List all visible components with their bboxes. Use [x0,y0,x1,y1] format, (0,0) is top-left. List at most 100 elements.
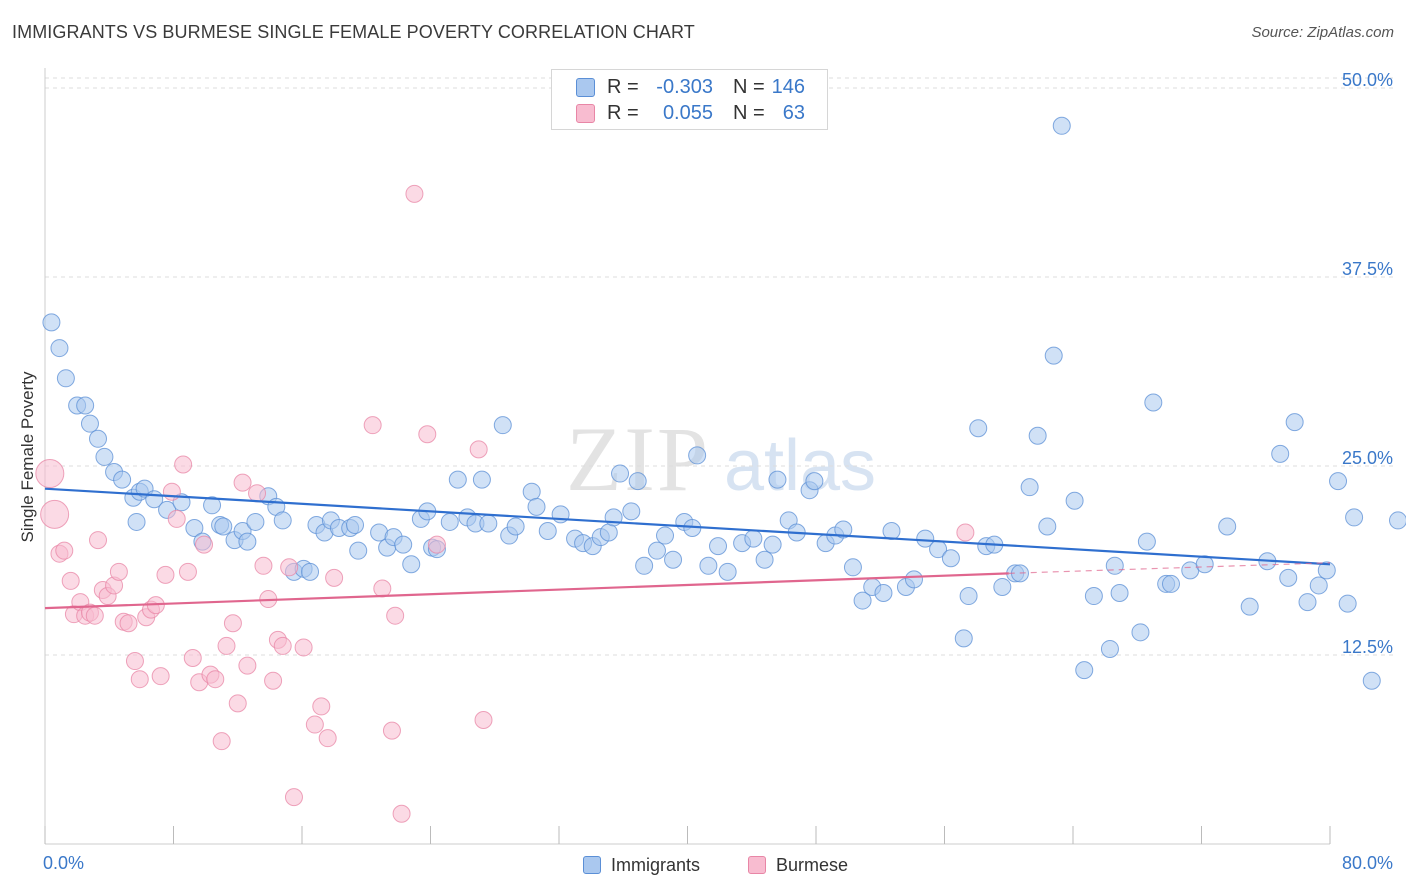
immigrants-point [95,447,114,466]
legend-item-burmese[interactable]: Burmese [748,852,848,878]
immigrants-point [941,549,960,568]
immigrants-point [622,502,641,521]
burmese-point [119,614,138,633]
burmese-point [264,671,283,690]
immigrants-point [843,558,862,577]
burmese-point [109,562,128,581]
watermark: ZIP atlas [566,408,876,510]
burmese-point [167,509,186,528]
burmese-point [125,652,144,671]
burmese-point [183,649,202,668]
burmese-point [217,636,236,655]
trend-lines [44,487,1331,610]
watermark-zip: ZIP [566,408,710,510]
burmese-point [35,459,65,489]
burmese-point [223,614,242,633]
immigrants-point [699,556,718,575]
x-tick-label: 80.0% [1342,853,1393,873]
immigrants-point [1195,555,1214,574]
immigrants-swatch [583,856,601,874]
immigrants-point [611,464,630,483]
immigrants-point [1298,593,1317,612]
immigrants-point [493,416,512,435]
immigrants-point [1345,508,1364,527]
n-label: N = [733,101,765,124]
immigrants-point [805,472,824,491]
burmese-point [174,455,193,474]
burmese-point [305,715,324,734]
immigrants-point [1309,576,1328,595]
immigrants-point [185,518,204,537]
immigrants-point [402,555,421,574]
legend-item-immigrants[interactable]: Immigrants [583,852,700,878]
immigrants-point [1279,568,1298,587]
immigrants-point [744,529,763,548]
immigrants-point [1389,511,1406,530]
burmese-point [325,568,344,587]
burmese-point [85,606,104,625]
r-label: R = [607,101,639,124]
immigrants-point [954,629,973,648]
immigrants-point [203,496,222,515]
immigrants-point [969,419,988,438]
immigrants-point [1038,517,1057,536]
burmese-point [427,535,446,554]
immigrants-point [1044,346,1063,365]
y-axis-label: Single Female Poverty [18,371,37,543]
burmese-point [254,556,273,575]
burmese-point [392,804,411,823]
immigrants-point [479,514,498,533]
immigrants-point [1065,491,1084,510]
r-label: R = [607,75,639,98]
immigrants-point [1144,393,1163,412]
burmese-point [405,184,424,203]
chart-title: IMMIGRANTS VS BURMESE SINGLE FEMALE POVE… [12,22,695,42]
burmese-point [956,523,975,542]
immigrants-point [238,532,257,551]
immigrants-point [1075,661,1094,680]
burmese-point [280,558,299,577]
immigrants-point [506,517,525,536]
immigrants-point [76,396,95,415]
immigrants-point [1028,426,1047,445]
immigrants-point [656,526,675,545]
immigrants-point [768,470,787,489]
immigrants-point [1131,623,1150,642]
immigrants-point [904,570,923,589]
r-value: 0.055 [662,101,713,124]
n-value: 146 [771,75,805,98]
immigrants-point [56,369,75,388]
burmese-point [178,562,197,581]
immigrants-point [349,541,368,560]
burmese-point [469,440,488,459]
immigrants-point [1317,561,1336,580]
immigrants-point [127,512,146,531]
burmese-swatch [576,103,595,123]
burmese-point [55,541,74,560]
burmese-point [233,473,252,492]
burmese-point [294,638,313,657]
immigrants-point [394,535,413,554]
stats-row-immigrants: R = -0.303 N = 146 [576,75,805,99]
burmese-swatch [748,856,766,874]
burmese-point [238,656,257,675]
burmese-point [212,732,231,751]
immigrants-point [709,537,728,556]
immigrants-point [273,511,292,530]
series-legend: Immigrants Burmese [0,852,1406,878]
burmese-point [228,694,247,713]
immigrants-point [635,556,654,575]
immigrants-point [80,414,99,433]
immigrants-point [853,591,872,610]
immigrants-point [440,512,459,531]
immigrants-point [346,515,365,534]
immigrants-point [50,339,69,358]
immigrants-trend-line [44,487,1331,566]
immigrants-point [647,541,666,560]
series-burmese-points [35,184,975,823]
immigrants-point [1285,413,1304,432]
immigrants-point [755,550,774,569]
source-credit: Source: ZipAtlas.com [1251,24,1394,41]
burmese-point [363,416,382,435]
burmese-point [248,484,267,503]
